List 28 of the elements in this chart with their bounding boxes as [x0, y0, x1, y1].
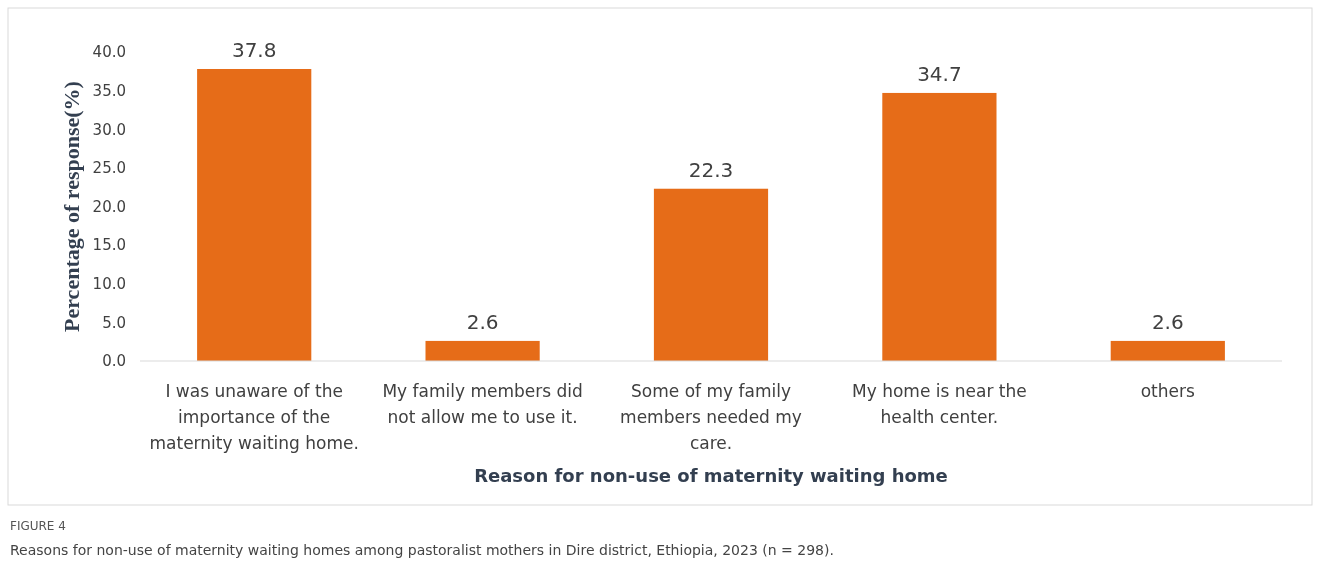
bar [197, 69, 312, 361]
data-label: 22.3 [688, 157, 734, 182]
y-axis-title: Percentage of response(%) [59, 81, 84, 332]
y-tick-label: 20.0 [92, 197, 126, 216]
x-tick-label: My home is near the health center. [852, 381, 1027, 427]
x-axis-title: Reason for non-use of maternity waiting home [474, 465, 948, 486]
data-label: 2.6 [1151, 309, 1184, 334]
bar [1110, 340, 1225, 361]
y-tick-label: 15.0 [92, 236, 126, 255]
y-tick-label: 30.0 [92, 120, 126, 139]
x-tick-label: others [1140, 381, 1196, 401]
x-tick-label: Some of my family members needed my care. [620, 381, 802, 453]
x-tick-label: I was unaware of the importance of the maternity waiting home. [149, 381, 359, 453]
bar [882, 92, 997, 361]
data-label: 37.8 [231, 37, 277, 62]
text: Reasons for non-use of maternity waiting homes among pastoralist mothers in Dire district, Ethiopia, 2023 (n = 298). [10, 542, 834, 558]
caption: FIGURE 4 [10, 519, 66, 533]
bar [425, 340, 540, 361]
y-tick-label: 40.0 [92, 43, 126, 62]
y-tick-label: 35.0 [92, 81, 126, 100]
y-tick-label: 5.0 [102, 313, 126, 332]
y-tick-label: 10.0 [92, 275, 126, 294]
y-tick-label: 0.0 [102, 352, 126, 371]
x-tick-label: My family members did not allow me to use it. [382, 381, 583, 427]
data-label: 34.7 [917, 61, 962, 86]
data-label: 2.6 [466, 309, 499, 334]
y-tick-label: 25.0 [92, 159, 126, 178]
bar [653, 188, 769, 361]
